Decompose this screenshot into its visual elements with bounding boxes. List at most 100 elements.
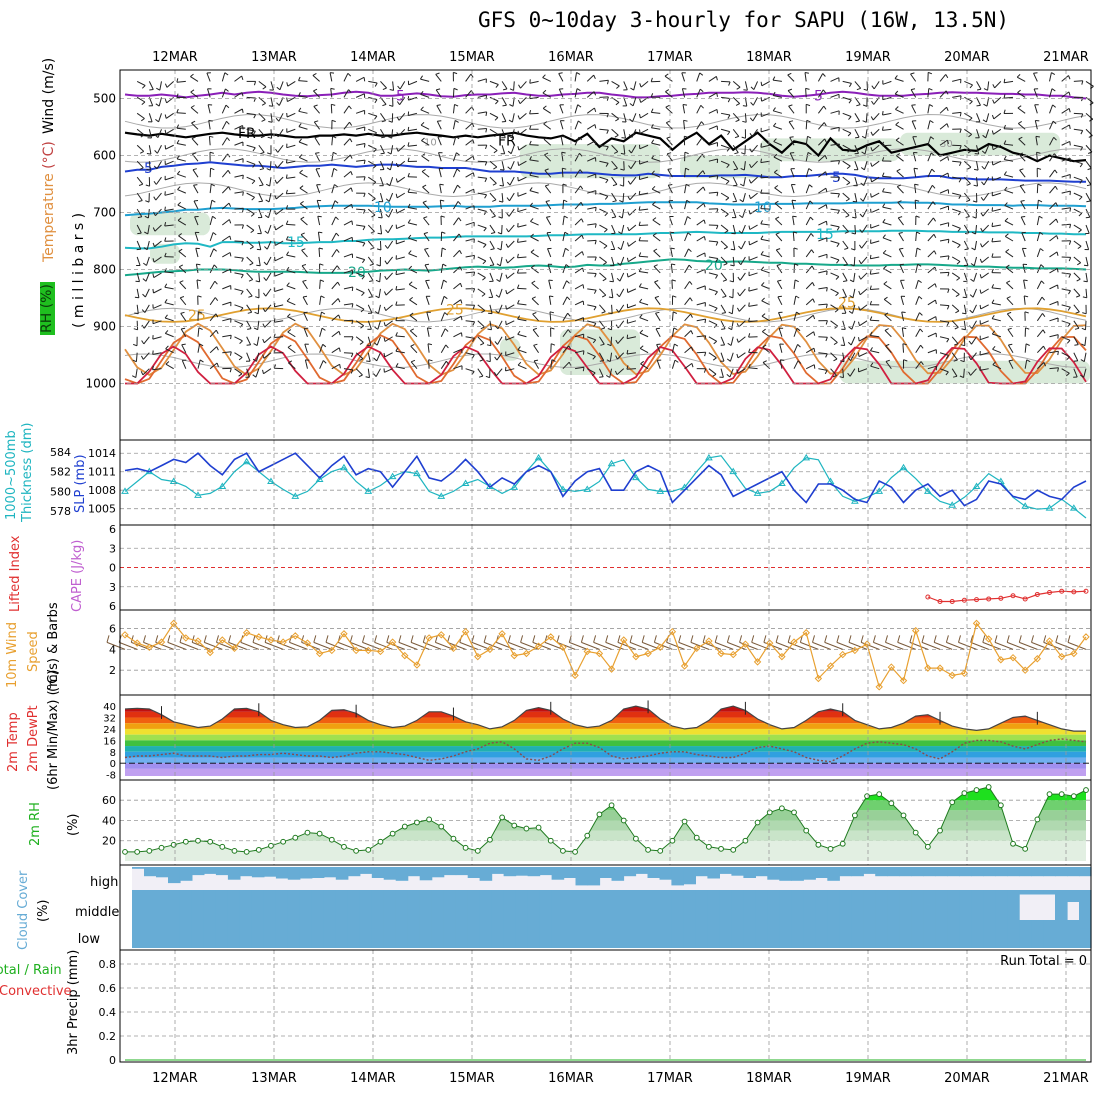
cloud-bar-low	[431, 920, 445, 948]
date-label-bottom: 20MAR	[944, 1071, 990, 1086]
cloud-bar-low	[947, 920, 960, 948]
wind10-point	[559, 643, 567, 652]
cloud-bar-middle	[935, 890, 948, 920]
wind10-point	[303, 639, 312, 647]
cloud-bar-middle	[551, 890, 565, 920]
cloud-bar-high	[335, 867, 349, 880]
cloud-bar-high	[839, 867, 852, 877]
slp-ytick: 1008	[88, 484, 116, 497]
lifted-index-point	[986, 596, 992, 602]
cloud-bar-middle	[851, 890, 864, 920]
cloud-bar-low	[995, 920, 1008, 948]
cloud-bar-middle	[1007, 890, 1020, 920]
wind10-point	[632, 652, 640, 661]
rh2m-point	[341, 843, 347, 850]
thickness-point	[534, 453, 543, 461]
cloud-bar-high	[767, 867, 780, 880]
cloud-bar-low	[875, 920, 888, 948]
rh2m-text-1: 2m RH	[28, 802, 43, 846]
rh2m-point	[1083, 787, 1089, 793]
cloud-bar-middle	[1043, 890, 1056, 895]
rh2m-point	[401, 823, 408, 830]
cloud-bar-high	[1019, 867, 1032, 877]
cloud-bar-low	[755, 920, 768, 948]
cloud-bar-low	[623, 920, 637, 948]
wind10-point	[1082, 633, 1090, 641]
thickness-point	[1045, 504, 1054, 511]
cloud-bar-middle	[803, 890, 816, 920]
cloud-bar-low	[311, 920, 325, 948]
cloud-bar-middle	[779, 890, 792, 920]
cloud-bar-middle	[132, 890, 145, 920]
rh2m-point	[973, 787, 980, 793]
wind10-point	[571, 671, 579, 680]
thickness-point	[948, 501, 957, 508]
rh2m-point	[669, 837, 676, 844]
temp-ytick: 40	[103, 702, 116, 713]
upper-wind-text: Wind	[41, 98, 57, 134]
thickness-point	[607, 459, 616, 467]
cloud-bar-middle	[731, 890, 744, 920]
lifted-index-point	[1047, 590, 1053, 596]
temp-ytick: 32	[103, 714, 116, 725]
thickness-point	[802, 453, 811, 461]
cloud-bar-middle	[743, 890, 756, 920]
rh2m-point	[499, 814, 506, 821]
rh2m-point	[803, 827, 810, 834]
thickness-point	[267, 477, 275, 485]
thickness-point	[875, 487, 884, 494]
cloud-bar-high	[851, 867, 864, 877]
cloud-bar-middle	[227, 890, 241, 920]
wind10-point	[936, 664, 944, 672]
wind10-point	[875, 683, 883, 691]
wind10-point	[924, 664, 932, 672]
cloud-bar-low	[671, 920, 684, 948]
date-label-bottom: 17MAR	[647, 1071, 693, 1086]
cloud-bar-high	[455, 867, 469, 876]
rh2m-point	[633, 835, 639, 842]
wind10-point	[717, 649, 725, 658]
slp-text: SLP (mb)	[73, 454, 88, 513]
run-total: Run Total = 0	[1000, 954, 1087, 969]
cloud-bar-middle	[419, 890, 433, 920]
cloud-bar-high	[683, 867, 696, 885]
date-label-top: 20MAR	[944, 50, 990, 65]
rh2m-point	[207, 838, 214, 845]
upper-mb-label: ( m i l l i b a r s )	[71, 213, 87, 328]
cloud-bar-middle	[587, 890, 601, 920]
cloud-bar-low	[539, 920, 553, 948]
rh2m-point	[778, 805, 785, 812]
cloud-bar-high	[731, 867, 744, 876]
upper-wind-barbs	[131, 71, 1094, 379]
cloud-bar-high	[623, 867, 637, 877]
wind10-point	[814, 674, 823, 683]
cloud-bar-high	[251, 867, 265, 878]
wind10-text-1: 10m Wind	[5, 621, 20, 688]
wind10-point	[328, 646, 336, 655]
cloud-bar-middle	[635, 890, 649, 920]
upper-temp-unit: (°C)	[41, 141, 57, 169]
cloud-bar-middle	[563, 890, 577, 920]
cloud-bar-high	[203, 867, 217, 874]
rh2m-point	[219, 843, 226, 850]
rh2m-label-1: 2m RH	[28, 802, 43, 846]
wind10-point	[534, 642, 543, 650]
cloud-bar-low	[887, 920, 900, 948]
rh2m-point	[718, 845, 724, 852]
cloud-bar-low	[815, 920, 828, 948]
rh2m-point	[584, 832, 591, 839]
cloud-bar-high	[263, 867, 277, 877]
cloud-bar-low	[647, 920, 661, 948]
cloud-bar-middle	[168, 890, 181, 920]
rh2m-point	[997, 802, 1004, 809]
cloud-bar-low	[455, 920, 469, 948]
thickness-text: 1000~500mb	[4, 430, 19, 520]
rh2m-point	[693, 834, 700, 841]
wind10-point	[401, 651, 409, 660]
rh2m-point	[426, 816, 433, 823]
wind10-point	[121, 631, 129, 639]
lifted-index-text: Lifted Index	[8, 535, 23, 612]
date-label-top: 21MAR	[1043, 50, 1089, 65]
rh2m-point	[851, 812, 858, 819]
